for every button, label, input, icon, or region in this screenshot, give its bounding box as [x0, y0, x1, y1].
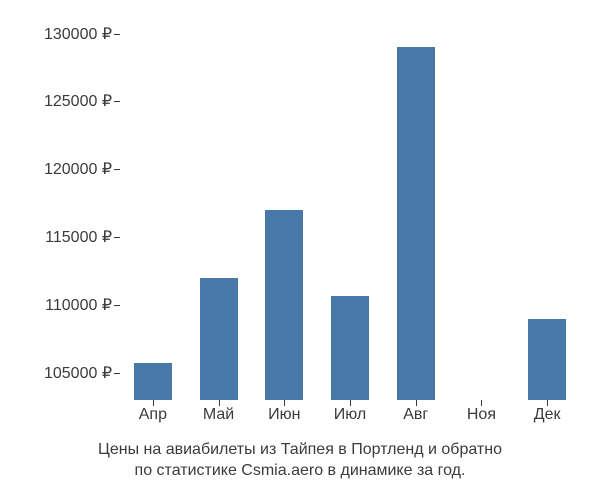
y-tick-label: 120000 ₽ [44, 159, 112, 179]
y-tick-label: 105000 ₽ [44, 363, 112, 383]
y-tick-mark [114, 373, 120, 374]
x-tick-label: Май [203, 406, 234, 424]
caption-line-2: по статистике Csmia.aero в динамике за г… [135, 462, 466, 479]
bar [265, 210, 303, 400]
x-tick-label: Июл [334, 406, 366, 424]
x-tick-label: Июн [268, 406, 300, 424]
y-tick-label: 115000 ₽ [45, 227, 112, 247]
chart-caption: Цены на авиабилеты из Тайпея в Портленд … [0, 439, 600, 482]
y-tick-mark [114, 101, 120, 102]
y-tick-mark [114, 237, 120, 238]
bar [397, 47, 435, 400]
x-tick-label: Апр [139, 406, 167, 424]
y-tick-mark [114, 34, 120, 35]
y-tick-label: 130000 ₽ [44, 24, 112, 44]
y-tick-label: 125000 ₽ [44, 91, 112, 111]
y-tick-label: 110000 ₽ [45, 295, 112, 315]
bar [134, 363, 172, 400]
y-tick-mark [114, 169, 120, 170]
bar [331, 296, 369, 401]
y-tick-mark [114, 305, 120, 306]
x-tick-label: Ноя [467, 406, 496, 424]
bar [528, 319, 566, 400]
bar [200, 278, 238, 400]
caption-line-1: Цены на авиабилеты из Тайпея в Портленд … [98, 441, 502, 458]
x-tick-label: Дек [534, 406, 561, 424]
x-tick-label: Авг [403, 406, 428, 424]
price-chart: 105000 ₽ 110000 ₽ 115000 ₽ 120000 ₽ 125000 ₽… [0, 0, 600, 500]
